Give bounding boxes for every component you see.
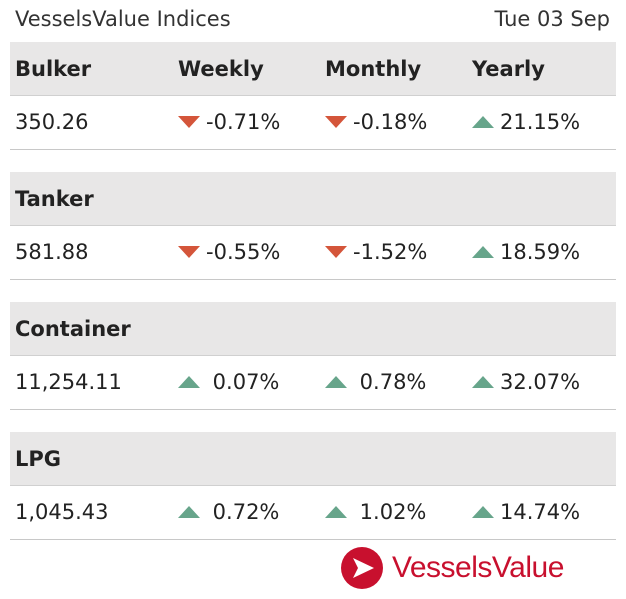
section-name: Bulker xyxy=(15,57,92,81)
section-name: Container xyxy=(15,317,131,341)
monthly-change: -1.52% xyxy=(325,240,427,264)
yearly-change: 21.15% xyxy=(472,110,580,134)
yearly-change: 14.74% xyxy=(472,500,580,524)
up-arrow-icon xyxy=(178,506,200,518)
vesselsvalue-logo-icon xyxy=(341,547,383,589)
index-row: 11,254.11 0.07% 0.78% 32.07% xyxy=(10,356,616,410)
widget-date: Tue 03 Sep xyxy=(494,7,610,31)
section-name: LPG xyxy=(15,447,62,471)
index-section-tanker: Tanker 581.88 -0.55% -1.52% 18.59% xyxy=(10,172,616,280)
yearly-change: 18.59% xyxy=(472,240,580,264)
index-value: 1,045.43 xyxy=(15,500,109,524)
vesselsvalue-logo[interactable]: VesselsValue xyxy=(340,546,564,590)
section-name: Tanker xyxy=(15,187,94,211)
index-value: 581.88 xyxy=(15,240,89,264)
weekly-change: 0.72% xyxy=(178,500,279,524)
index-section-bulker: Bulker Weekly Monthly Yearly 350.26 -0.7… xyxy=(10,42,616,150)
column-header-yearly: Yearly xyxy=(472,57,545,81)
index-row: 1,045.43 0.72% 1.02% 14.74% xyxy=(10,486,616,540)
up-arrow-icon xyxy=(472,116,494,128)
index-row: 581.88 -0.55% -1.52% 18.59% xyxy=(10,226,616,280)
down-arrow-icon xyxy=(325,246,347,258)
logo-text: VesselsValue xyxy=(392,551,564,584)
down-arrow-icon xyxy=(325,116,347,128)
up-arrow-icon xyxy=(325,376,347,388)
section-header: Bulker Weekly Monthly Yearly xyxy=(10,42,616,96)
weekly-change: -0.71% xyxy=(178,110,280,134)
widget-title: VesselsValue Indices xyxy=(15,7,231,31)
section-header: LPG xyxy=(10,432,616,486)
monthly-change: -0.18% xyxy=(325,110,427,134)
index-row: 350.26 -0.71% -0.18% 21.15% xyxy=(10,96,616,150)
section-header: Tanker xyxy=(10,172,616,226)
weekly-change: 0.07% xyxy=(178,370,279,394)
index-value: 11,254.11 xyxy=(15,370,122,394)
monthly-change: 0.78% xyxy=(325,370,426,394)
down-arrow-icon xyxy=(178,246,200,258)
up-arrow-icon xyxy=(178,376,200,388)
up-arrow-icon xyxy=(472,246,494,258)
column-header-weekly: Weekly xyxy=(178,57,264,81)
up-arrow-icon xyxy=(325,506,347,518)
column-header-monthly: Monthly xyxy=(325,57,422,81)
weekly-change: -0.55% xyxy=(178,240,280,264)
monthly-change: 1.02% xyxy=(325,500,426,524)
index-section-container: Container 11,254.11 0.07% 0.78% 32.07% xyxy=(10,302,616,410)
section-header: Container xyxy=(10,302,616,356)
up-arrow-icon xyxy=(472,376,494,388)
up-arrow-icon xyxy=(472,506,494,518)
index-section-lpg: LPG 1,045.43 0.72% 1.02% 14.74% xyxy=(10,432,616,540)
index-value: 350.26 xyxy=(15,110,89,134)
yearly-change: 32.07% xyxy=(472,370,580,394)
down-arrow-icon xyxy=(178,116,200,128)
widget-header: VesselsValue Indices Tue 03 Sep xyxy=(0,0,626,40)
